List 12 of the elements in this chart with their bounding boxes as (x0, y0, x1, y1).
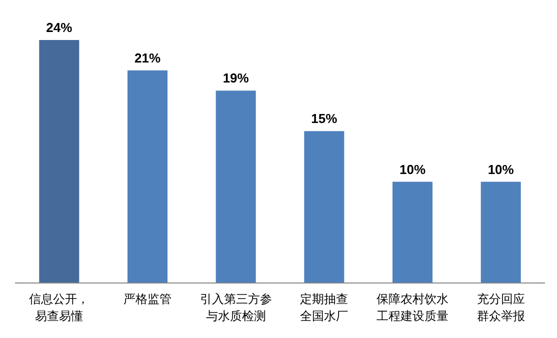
x-tick-label: 定期抽查全国水厂 (300, 292, 348, 323)
x-tick-label: 信息公开，易查易懂 (29, 292, 90, 323)
data-label: 21% (134, 50, 161, 66)
data-label: 15% (311, 111, 338, 126)
x-tick-label: 保障农村饮水工程建设质量 (376, 292, 448, 323)
data-label: 24% (46, 20, 73, 35)
x-tick-label: 引入第三方参与水质检测 (200, 292, 272, 323)
data-label: 19% (222, 70, 250, 86)
x-tick-label: 充分回应群众举报 (476, 292, 525, 323)
data-label: 10% (488, 162, 514, 177)
data-label: 10% (399, 162, 426, 177)
x-tick-label: 严格监管 (124, 292, 172, 306)
